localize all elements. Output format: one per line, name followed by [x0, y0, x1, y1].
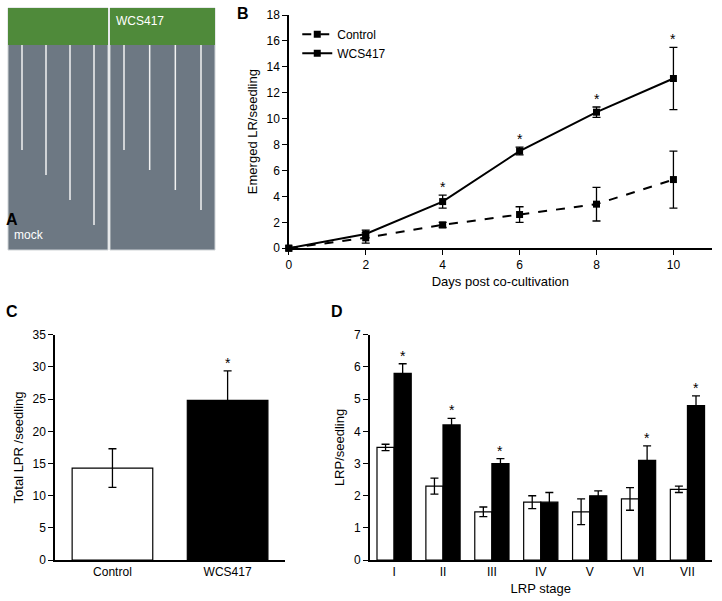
svg-text:Emerged LR/seedling: Emerged LR/seedling [245, 69, 260, 194]
svg-text:10: 10 [267, 112, 281, 126]
svg-text:Total LPR /seedling: Total LPR /seedling [11, 391, 26, 503]
svg-text:V: V [586, 565, 594, 579]
svg-text:II: II [440, 565, 447, 579]
svg-text:6: 6 [354, 360, 361, 374]
svg-text:Control: Control [337, 28, 376, 42]
svg-text:30: 30 [33, 360, 47, 374]
svg-text:0: 0 [39, 553, 46, 567]
svg-text:0: 0 [273, 241, 280, 255]
svg-text:2: 2 [273, 216, 280, 230]
svg-text:III: III [487, 565, 497, 579]
svg-text:6: 6 [273, 164, 280, 178]
svg-text:*: * [440, 179, 446, 195]
svg-text:4: 4 [273, 190, 280, 204]
svg-text:*: * [594, 91, 600, 107]
svg-text:2: 2 [354, 489, 361, 503]
svg-text:5: 5 [39, 521, 46, 535]
svg-text:*: * [497, 443, 503, 459]
svg-text:25: 25 [33, 392, 47, 406]
svg-text:12: 12 [267, 86, 281, 100]
svg-text:C: C [6, 303, 18, 320]
svg-text:*: * [693, 380, 699, 396]
svg-text:18: 18 [267, 8, 281, 22]
svg-text:1: 1 [354, 521, 361, 535]
svg-text:3: 3 [354, 457, 361, 471]
svg-text:LRP/seedling: LRP/seedling [332, 409, 347, 486]
svg-text:15: 15 [33, 457, 47, 471]
svg-text:5: 5 [354, 392, 361, 406]
svg-text:4: 4 [439, 258, 446, 272]
svg-text:IV: IV [535, 565, 546, 579]
svg-text:2: 2 [362, 258, 369, 272]
svg-text:10: 10 [667, 258, 681, 272]
svg-text:Days post co-cultivation: Days post co-cultivation [432, 274, 569, 289]
svg-text:mock: mock [14, 228, 44, 242]
svg-text:A: A [6, 211, 18, 228]
svg-text:*: * [517, 131, 523, 147]
svg-text:35: 35 [33, 328, 47, 342]
svg-text:10: 10 [33, 489, 47, 503]
svg-text:0: 0 [354, 553, 361, 567]
svg-text:*: * [400, 348, 406, 364]
svg-text:D: D [331, 303, 343, 320]
svg-text:7: 7 [354, 328, 361, 342]
svg-text:WCS417: WCS417 [116, 14, 164, 28]
svg-text:6: 6 [516, 258, 523, 272]
svg-text:*: * [449, 402, 455, 418]
svg-text:16: 16 [267, 34, 281, 48]
svg-text:WCS417: WCS417 [204, 565, 252, 579]
svg-text:B: B [237, 5, 249, 22]
svg-text:4: 4 [354, 425, 361, 439]
svg-text:*: * [670, 31, 676, 47]
svg-text:0: 0 [285, 258, 292, 272]
svg-text:8: 8 [273, 138, 280, 152]
svg-text:*: * [644, 430, 650, 446]
svg-text:WCS417: WCS417 [337, 47, 385, 61]
svg-text:LRP stage: LRP stage [511, 581, 571, 596]
svg-text:14: 14 [267, 60, 281, 74]
svg-text:20: 20 [33, 425, 47, 439]
svg-text:VI: VI [633, 565, 644, 579]
svg-text:Control: Control [93, 565, 132, 579]
svg-text:8: 8 [593, 258, 600, 272]
svg-text:*: * [225, 355, 231, 371]
svg-text:VII: VII [680, 565, 695, 579]
svg-text:I: I [392, 565, 395, 579]
